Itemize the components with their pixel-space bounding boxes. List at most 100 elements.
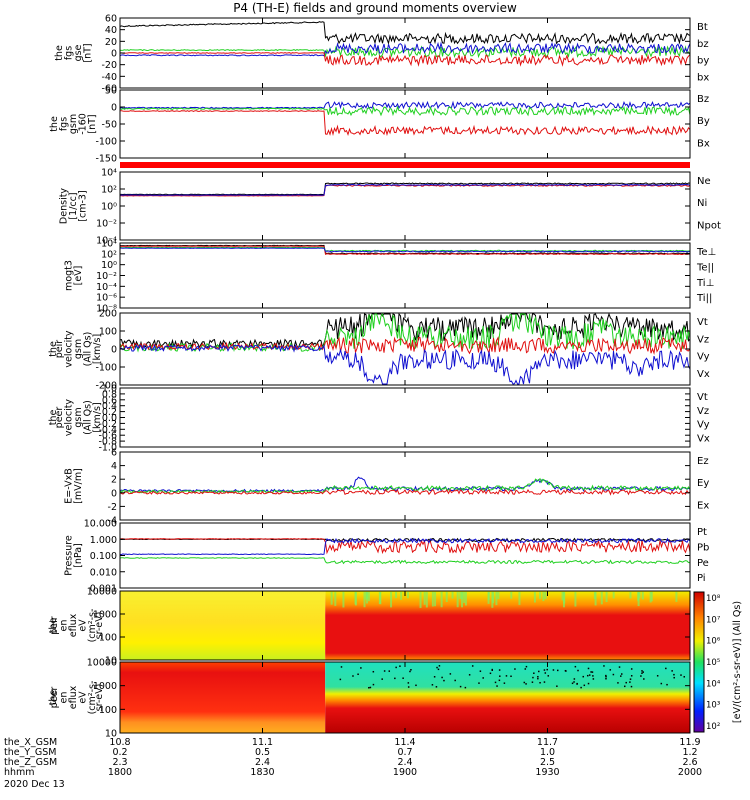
spectrogram-speckle [603,665,605,667]
spectrogram-speckle [498,669,501,671]
spectrogram-speckle [640,675,642,677]
legend-entry: Pt [697,527,707,538]
y-axis-label: peir [49,616,60,635]
spectrogram-speckle [587,667,590,670]
y-tick-label: -40 [101,72,117,83]
spectrogram-speckle [630,675,633,677]
spectrogram-speckle [592,678,595,680]
spectrogram-speckle [561,592,564,601]
spectrogram-speckle [556,669,559,672]
x-axis-value: 1930 [535,767,559,778]
y-axis-label: gsm [73,339,84,359]
x-axis-row-name: the_Z_GSM [4,757,57,768]
spectrogram-speckle [330,592,333,605]
spectrogram-speckle [574,592,577,607]
spectrogram-speckle [543,681,546,683]
y-tick-label: 10⁴ [101,168,117,179]
spectrogram-speckle [431,684,434,686]
y-tick-label: -4 [108,516,117,527]
y-tick-label: 6 [111,448,117,459]
spectrogram-speckle [539,592,542,599]
legend-entry: Pe [697,558,709,569]
spectrogram-speckle [434,592,437,607]
spectrogram-speckle [580,686,582,689]
spectrogram-speckle [496,685,498,687]
spectrogram-speckle [629,681,631,683]
spectrogram-speckle [588,674,591,676]
y-tick-label: -0.8 [98,437,117,448]
legend-entry: Ni [697,198,707,209]
y-tick-label: -200 [95,381,117,392]
trace-Ey [119,477,691,494]
y-axis-label: [nPa] [73,543,84,568]
colorbar-tick-label: 10² [706,722,720,732]
spectrogram-speckle [642,671,645,673]
y-axis-label: [1/cc] [68,192,79,219]
spectrogram-speckle [410,669,412,671]
y-axis-label: mogt3 [63,260,74,291]
y-tick-label: 1.0 [102,384,117,395]
spectrogram-speckle [544,592,547,600]
spectrogram-speckle [468,674,471,676]
legend-entry: Bt [697,22,708,33]
y-tick-label: 10⁻⁶ [96,293,117,304]
y-axis-label: eflux [68,685,79,709]
spectrogram-speckle [367,592,370,602]
x-axis-value: 1830 [250,767,274,778]
legend-entry: Vt [697,392,708,403]
colorbar-tick-label: 10⁸ [706,594,721,604]
electron-spectrogram-post [325,662,690,733]
spectrogram-speckle [464,686,467,689]
y-tick-label: 0 [111,49,117,60]
spectrogram-speckle [456,592,459,608]
legend-entry: Ne [697,176,711,187]
colorbar-tick-label: 10³ [706,701,720,711]
spectrogram-speckle [629,678,632,680]
trace-Pi [120,537,691,556]
spectrogram-speckle [440,592,443,608]
spectrogram-speckle [576,683,578,685]
spectrogram-speckle [665,667,667,670]
spectrogram-speckle [431,592,434,607]
y-axis-label: E=-VxB [63,468,74,503]
spectrogram-speckle [400,592,403,600]
spectrogram-speckle [537,677,539,680]
y-tick-label: -2 [108,502,117,513]
legend-entry: Te|| [696,262,714,273]
y-axis-label: velocity [63,399,74,437]
spectrogram-speckle [505,675,508,677]
trace-bz [119,52,691,67]
electron-spectrogram-pre [120,662,326,733]
spectrogram-speckle [586,674,589,677]
spectrogram-speckle [406,592,409,599]
y-tick-label: -0.4 [98,425,117,436]
y-tick-label: -60 [101,84,117,95]
panel-frame [119,387,691,448]
legend-entry: bx [697,72,709,83]
trace-Bz [120,110,691,137]
spectrogram-speckle [573,678,576,680]
y-axis-label: [cm-3] [78,190,89,221]
spectrogram-speckle [378,592,381,604]
spectrogram-speckle [436,666,438,669]
y-tick-label: 100 [99,327,117,338]
y-tick-label: 0.4 [102,401,117,412]
y-axis-label: peir [54,340,65,359]
y-tick-label: 0.2 [102,407,117,418]
panel-frame [119,522,691,589]
spectrogram-speckle [523,681,526,684]
y-tick-label: -1.0 [98,443,117,454]
y-axis-label: sr-eV) [94,612,105,640]
trace-Npot [119,183,691,196]
colorbar-tick-label: 10⁶ [706,637,721,647]
y-tick-label: 0.100 [90,551,117,562]
y-tick-label: -100 [95,363,117,374]
y-tick-label: 10² [101,249,117,260]
x-axis-value: 1.2 [682,747,697,758]
y-axis-label: eflux [68,613,79,637]
legend-entry: bz [697,39,709,50]
spectrogram-speckle [591,671,594,673]
spectrogram-speckle [395,666,397,669]
spectrogram-speckle [363,592,366,608]
y-axis-label: [eV] [73,266,84,286]
